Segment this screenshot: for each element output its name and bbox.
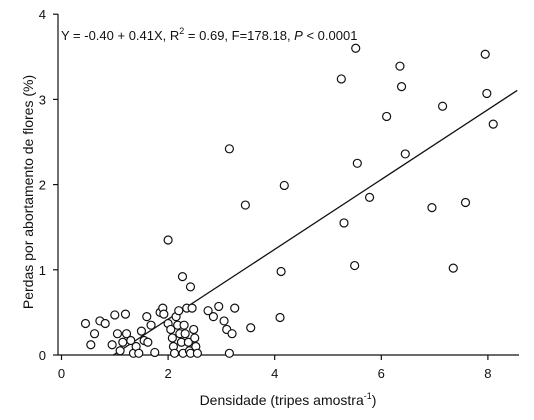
data-point <box>177 272 188 282</box>
data-point <box>480 49 490 59</box>
data-point <box>126 335 136 346</box>
data-point <box>276 266 286 277</box>
equation-part: < 0.0001 <box>303 28 358 43</box>
data-point <box>143 337 153 347</box>
data-point <box>185 282 196 292</box>
data-point <box>396 82 407 92</box>
x-axis-title-superscript: -1 <box>364 391 372 401</box>
data-point <box>159 309 169 319</box>
y-axis-ticks: 0 1 2 3 4 <box>39 7 58 363</box>
equation-part: = 0.69, F=178.18, <box>184 28 294 43</box>
data-point <box>180 329 190 339</box>
x-axis-title-tail: ) <box>372 392 377 408</box>
regression-equation: Y = -0.40 + 0.41X, R2 = 0.69, F=178.18, … <box>61 26 357 43</box>
x-tick-label: 4 <box>271 366 278 381</box>
data-point <box>89 329 100 339</box>
data-point <box>224 348 234 358</box>
data-point <box>100 318 110 329</box>
data-point <box>488 119 498 129</box>
x-axis-ticks: 0 2 4 6 8 <box>58 355 492 381</box>
data-point <box>146 320 156 330</box>
data-point <box>183 337 193 347</box>
y-tick-label: 2 <box>39 178 46 193</box>
data-point <box>336 74 346 84</box>
data-point <box>179 320 189 330</box>
x-axis-title: Densidade (tripes amostra-1) <box>200 391 377 408</box>
equation-part: P <box>294 28 303 43</box>
data-point <box>208 312 219 322</box>
data-point <box>187 303 197 313</box>
equation-part: 2 <box>179 26 184 36</box>
data-point <box>167 333 177 343</box>
data-point <box>86 340 96 350</box>
data-point <box>400 149 410 159</box>
data-point <box>214 301 224 312</box>
data-point <box>350 260 360 271</box>
data-point <box>189 324 199 335</box>
data-point <box>364 192 375 202</box>
x-tick-label: 0 <box>58 366 65 381</box>
data-point <box>482 88 492 99</box>
data-point <box>80 318 91 329</box>
data-point <box>395 61 405 71</box>
data-point <box>112 329 123 339</box>
data-point <box>227 329 237 339</box>
data-point <box>136 326 147 336</box>
data-point <box>246 323 256 333</box>
y-tick-label: 4 <box>39 7 46 22</box>
data-point <box>169 348 180 358</box>
data-point <box>134 348 144 358</box>
data-point <box>110 310 120 320</box>
x-axis-title-main: Densidade (tripes amostra <box>200 392 364 408</box>
equation-part: Y = -0.40 + 0.41X, R <box>61 28 179 43</box>
data-point <box>203 306 213 316</box>
data-point <box>224 144 234 154</box>
data-point <box>448 263 458 273</box>
data-point <box>437 101 448 111</box>
data-point <box>150 347 160 358</box>
y-tick-label: 1 <box>39 263 46 278</box>
data-point <box>352 158 362 168</box>
data-point <box>163 235 173 245</box>
data-point <box>230 303 240 313</box>
data-point <box>460 197 471 208</box>
data-point <box>174 306 184 316</box>
data-point <box>240 200 250 210</box>
x-tick-label: 8 <box>484 366 491 381</box>
data-point <box>120 309 131 319</box>
data-point <box>121 329 132 339</box>
x-tick-label: 2 <box>164 366 171 381</box>
data-point <box>166 324 176 335</box>
data-points <box>80 43 498 358</box>
data-point <box>339 218 349 228</box>
data-point <box>279 180 289 191</box>
data-point <box>382 111 392 122</box>
data-point <box>427 203 437 213</box>
data-point <box>142 312 152 322</box>
data-point <box>275 312 285 323</box>
data-point <box>351 43 361 53</box>
y-tick-label: 0 <box>39 348 46 363</box>
data-point <box>118 337 128 347</box>
data-point <box>192 348 203 358</box>
data-point <box>190 333 200 343</box>
data-point <box>107 340 117 350</box>
y-tick-label: 3 <box>39 92 46 107</box>
x-tick-label: 6 <box>378 366 385 381</box>
axes: 0 2 4 6 8 0 1 2 3 4 <box>39 7 519 381</box>
data-point <box>219 316 229 326</box>
data-point <box>115 346 125 356</box>
y-axis-title: Perdas por abortamento de flores (%) <box>20 75 36 309</box>
